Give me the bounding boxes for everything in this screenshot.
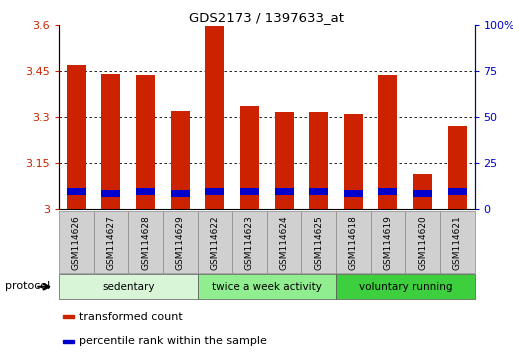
Text: percentile rank within the sample: percentile rank within the sample (78, 336, 266, 346)
Bar (413, 173, 432, 209)
Bar (171, 111, 190, 209)
Bar (379, 75, 398, 209)
Bar (232, 211, 267, 273)
Bar (102, 74, 121, 209)
Bar (205, 188, 224, 195)
Bar (440, 211, 475, 273)
Text: GSM114618: GSM114618 (349, 216, 358, 270)
Text: GSM114629: GSM114629 (175, 216, 185, 270)
Bar (448, 126, 467, 209)
Bar (171, 190, 190, 196)
Bar (448, 188, 467, 195)
Bar (240, 106, 259, 209)
Bar (59, 274, 198, 299)
Bar (67, 188, 86, 195)
Bar (67, 65, 86, 209)
Text: GSM114619: GSM114619 (383, 216, 392, 270)
Bar (370, 211, 405, 273)
Text: voluntary running: voluntary running (359, 282, 452, 292)
Text: transformed count: transformed count (78, 312, 182, 321)
Bar (309, 112, 328, 209)
Bar (59, 211, 93, 273)
Bar (198, 274, 336, 299)
Bar (63, 315, 74, 318)
Bar (128, 211, 163, 273)
Bar (205, 26, 224, 209)
Bar (413, 190, 432, 196)
Text: protocol: protocol (5, 280, 50, 291)
Bar (102, 190, 121, 196)
Text: GSM114621: GSM114621 (452, 216, 462, 270)
Bar (267, 211, 301, 273)
Bar (379, 188, 398, 195)
Text: GSM114628: GSM114628 (141, 216, 150, 270)
Bar (198, 211, 232, 273)
Text: sedentary: sedentary (102, 282, 154, 292)
Bar (344, 190, 363, 196)
Bar (405, 211, 440, 273)
Bar (136, 188, 155, 195)
Bar (344, 114, 363, 209)
Bar (309, 188, 328, 195)
Text: GSM114624: GSM114624 (280, 216, 289, 270)
Text: GSM114625: GSM114625 (314, 216, 323, 270)
Text: GSM114620: GSM114620 (418, 216, 427, 270)
Text: GSM114623: GSM114623 (245, 216, 254, 270)
Text: GSM114627: GSM114627 (106, 216, 115, 270)
Bar (336, 274, 475, 299)
Bar (274, 188, 293, 195)
Bar (163, 211, 198, 273)
Bar (301, 211, 336, 273)
Bar (274, 112, 293, 209)
Bar (63, 340, 74, 343)
Title: GDS2173 / 1397633_at: GDS2173 / 1397633_at (189, 11, 344, 24)
Bar (336, 211, 370, 273)
Bar (240, 188, 259, 195)
Text: twice a week activity: twice a week activity (212, 282, 322, 292)
Text: GSM114622: GSM114622 (210, 216, 220, 270)
Bar (93, 211, 128, 273)
Bar (136, 75, 155, 209)
Text: GSM114626: GSM114626 (72, 216, 81, 270)
